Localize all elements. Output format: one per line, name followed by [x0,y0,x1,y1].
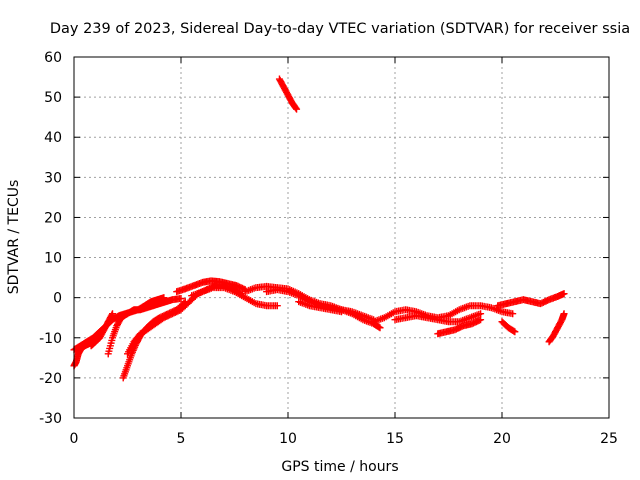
data-point [292,104,300,112]
y-tick-label: 0 [53,291,62,307]
series-arc-14 [391,310,485,326]
y-tick-label: 60 [44,50,62,66]
x-tick-label: 10 [279,431,297,447]
data-point [273,302,281,310]
y-tick-labels: -30 -20 -10 0 10 20 30 40 50 60 [39,50,62,427]
data-point [109,310,117,318]
y-tick-label: 30 [44,170,62,186]
axis-ticks [73,56,610,419]
series-arc-18 [545,310,568,346]
x-tick-label: 5 [177,431,186,447]
data-point [338,308,345,316]
grid-lines [74,57,609,418]
x-tick-label: 0 [70,431,79,447]
y-tick-label: -30 [39,411,62,427]
data-point [108,311,116,319]
plot-frame [73,56,610,419]
x-tick-label: 20 [493,431,511,447]
y-tick-label: 50 [44,90,62,106]
data-point [477,310,485,318]
x-tick-label: 15 [386,431,404,447]
data-point [477,316,485,324]
series-arc-8 [188,284,281,310]
chart-title: Day 239 of 2023, Sidereal Day-to-day VTE… [50,21,630,37]
x-axis-label: GPS time / hours [281,459,398,475]
data-point [376,324,384,332]
series-arc-11 [295,298,345,316]
data-point [560,310,568,318]
series-arc-16 [498,318,519,336]
y-tick-label: 10 [44,251,62,267]
series-arc-3 [87,310,117,350]
series-arc-17 [494,290,568,310]
series-arc-12 [275,75,301,113]
y-tick-label: 20 [44,210,62,226]
data-point [509,310,517,318]
y-tick-label: -20 [39,371,62,387]
data-point [511,328,519,336]
series-arc-15 [434,316,485,338]
x-tick-labels: 0 5 10 15 20 25 [70,431,618,447]
y-tick-label: 40 [44,130,62,146]
y-axis-label: SDTVAR / TECUs [6,180,22,295]
y-tick-label: -10 [39,331,62,347]
data-point [293,105,301,113]
data-point [177,294,185,302]
series-arc-4 [104,294,185,358]
x-tick-label: 25 [600,431,618,447]
data-point [560,290,568,298]
